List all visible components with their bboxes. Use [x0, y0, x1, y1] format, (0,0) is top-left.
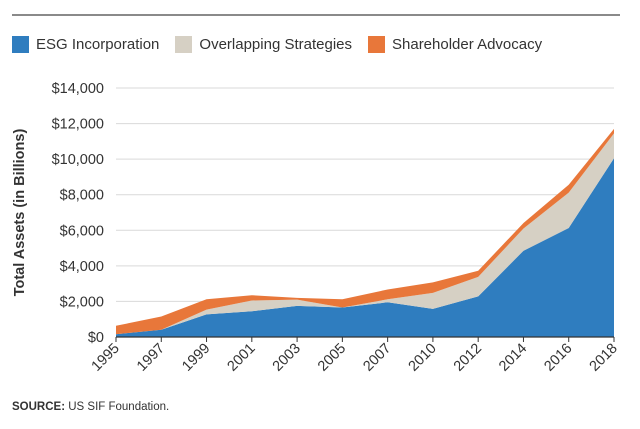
source-note: SOURCE: US SIF Foundation.: [12, 401, 169, 413]
x-tick-label: 2003: [270, 341, 304, 375]
y-tick-label: $6,000: [60, 223, 104, 239]
area-esg-incorporation: [116, 158, 614, 337]
x-tick-label: 2007: [360, 341, 394, 375]
legend-swatch-shareholder: [368, 36, 385, 53]
legend: ESG Incorporation Overlapping Strategies…: [12, 36, 558, 53]
x-tick-label: 2005: [315, 341, 349, 375]
x-tick-label: 2018: [587, 341, 621, 375]
y-tick-label: $4,000: [60, 259, 104, 275]
legend-label-overlapping: Overlapping Strategies: [199, 36, 352, 53]
legend-swatch-esg: [12, 36, 29, 53]
y-tick-label: $2,000: [60, 294, 104, 310]
x-tick-label: 1999: [179, 341, 213, 375]
x-tick-label: 2001: [225, 341, 259, 375]
y-tick-label: $0: [88, 330, 104, 346]
x-tick-label: 2014: [496, 341, 530, 375]
x-tick-label: 2012: [451, 341, 485, 375]
source-text: US SIF Foundation.: [65, 401, 170, 413]
legend-item-esg-incorporation: ESG Incorporation: [12, 36, 159, 53]
y-axis-label: Total Assets (in Billions): [12, 129, 28, 297]
legend-item-overlapping-strategies: Overlapping Strategies: [175, 36, 352, 53]
legend-label-shareholder: Shareholder Advocacy: [392, 36, 543, 53]
source-label: SOURCE:: [12, 401, 66, 413]
y-tick-label: $14,000: [52, 81, 104, 97]
legend-swatch-overlapping: [175, 36, 193, 53]
top-rule: [12, 14, 620, 16]
y-tick-label: $8,000: [60, 188, 104, 204]
y-tick-label: $10,000: [52, 152, 104, 168]
legend-label-esg: ESG Incorporation: [36, 36, 160, 53]
x-tick-label: 2016: [541, 341, 575, 375]
x-tick-label: 1997: [134, 341, 168, 375]
y-tick-label: $12,000: [52, 117, 104, 133]
x-tick-label: 2010: [406, 341, 440, 375]
legend-item-shareholder-advocacy: Shareholder Advocacy: [368, 36, 542, 53]
area-overlapping-strategies: [116, 133, 614, 335]
